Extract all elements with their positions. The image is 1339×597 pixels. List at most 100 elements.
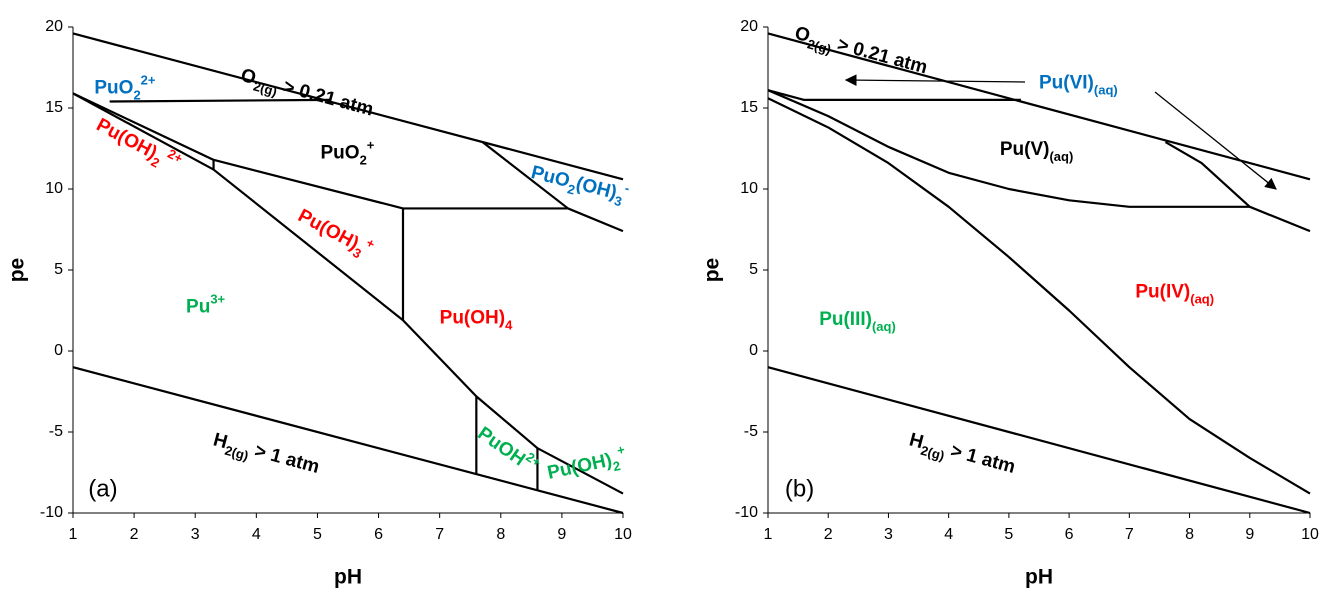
- region-label: O2(g) > 0.21 atm: [791, 23, 929, 82]
- label-part: +: [364, 235, 378, 252]
- x-tick-label: 2: [130, 526, 139, 543]
- region-label: PuOH2+: [474, 419, 545, 479]
- label-part: > 0.21 atm: [830, 33, 930, 79]
- y-tick-label: -5: [49, 423, 63, 440]
- label-part: 2: [360, 152, 367, 167]
- region-label: PuO22+: [94, 72, 156, 102]
- x-tick-label: 9: [1245, 526, 1254, 543]
- label-part: (aq): [872, 319, 896, 334]
- x-tick-label: 8: [1185, 526, 1194, 543]
- label-part: Pu: [186, 296, 210, 317]
- boundary-line: [72, 366, 624, 515]
- label-part: (OH): [574, 173, 619, 203]
- label-part: Pu(OH): [294, 205, 362, 254]
- y-tick-label: -10: [40, 504, 63, 521]
- y-tick-label: 10: [740, 180, 758, 197]
- arrow: [1154, 91, 1277, 190]
- x-tick-label: 1: [764, 526, 773, 543]
- label-part: (aq): [1094, 83, 1118, 98]
- x-tick-label: 8: [496, 526, 505, 543]
- label-part: > 1 atm: [943, 439, 1017, 478]
- y-tick-label: 0: [54, 342, 63, 359]
- label-part: H: [907, 429, 926, 453]
- region-label: Pu(III)(aq): [819, 309, 896, 334]
- label-part: 2: [133, 87, 140, 102]
- label-part: Pu(IV): [1135, 282, 1190, 303]
- label-part: 2+: [162, 144, 186, 166]
- label-part: 3+: [210, 291, 225, 306]
- region-label: Pu(OH)4: [440, 308, 513, 333]
- label-part: 2(g): [223, 443, 250, 464]
- y-tick-label: 10: [45, 180, 63, 197]
- label-part: 2(g): [252, 78, 279, 99]
- y-tick-label: 5: [749, 261, 758, 278]
- region-label: (b): [785, 476, 814, 503]
- x-tick-label: 3: [884, 526, 893, 543]
- x-tick-label: 4: [252, 526, 261, 543]
- region-label: Pu(OH)2 2+: [91, 110, 186, 179]
- label-part: 2: [612, 458, 622, 474]
- x-tick-label: 4: [944, 526, 953, 543]
- label-part: (aq): [1049, 149, 1073, 164]
- label-part: (b): [785, 476, 814, 503]
- x-tick-label: 9: [557, 526, 566, 543]
- boundary-line: [767, 97, 1311, 495]
- label-part: Pu(OH): [440, 308, 505, 329]
- boundary-line: [72, 32, 624, 181]
- label-part: (a): [88, 476, 117, 503]
- label-part: Pu(OH): [546, 450, 614, 484]
- label-part: PuO: [94, 78, 133, 99]
- x-tick-label: 10: [614, 526, 632, 543]
- x-tick-label: 5: [1004, 526, 1013, 543]
- label-part: 2(g): [919, 443, 946, 464]
- region-label: Pu(IV)(aq): [1135, 282, 1214, 307]
- boundary-line: [767, 32, 1311, 181]
- x-axis-label: pH: [334, 566, 362, 589]
- label-part: 4: [505, 318, 513, 333]
- label-part: (aq): [1190, 292, 1214, 307]
- y-tick-label: 20: [45, 18, 63, 35]
- label-part: H: [211, 429, 230, 453]
- boundary-line: [767, 89, 1250, 208]
- y-tick-label: 15: [45, 99, 63, 116]
- boundary-line: [767, 366, 1311, 515]
- region-label: H2(g) > 1 atm: [210, 429, 322, 481]
- y-tick-label: 20: [740, 18, 758, 35]
- x-tick-label: 2: [824, 526, 833, 543]
- label-part: +: [616, 442, 627, 458]
- y-tick-label: 0: [749, 342, 758, 359]
- y-axis-label: pe: [701, 258, 724, 283]
- label-part: O: [238, 65, 258, 89]
- label-part: > 0.21 atm: [276, 75, 376, 121]
- region-label: (a): [88, 476, 117, 503]
- label-part: > 1 atm: [247, 439, 321, 478]
- region-label: Pu(OH)2+: [544, 442, 629, 488]
- y-tick-label: 15: [740, 99, 758, 116]
- boundary-line: [1164, 141, 1311, 233]
- region-label: Pu3+: [186, 291, 226, 317]
- y-tick-label: -10: [735, 504, 758, 521]
- boundary-line: [767, 89, 1021, 101]
- label-part: PuOH: [474, 423, 529, 470]
- x-tick-label: 3: [191, 526, 200, 543]
- region-label: PuO2(OH)3-: [528, 157, 631, 210]
- label-part: Pu(V): [1000, 139, 1050, 160]
- label-part: +: [367, 137, 375, 152]
- label-part: O: [793, 23, 813, 47]
- y-tick-label: 5: [54, 261, 63, 278]
- y-tick-label: -5: [744, 423, 758, 440]
- y-axis-label: pe: [6, 258, 29, 283]
- label-part: -: [623, 180, 631, 196]
- label-part: Pu(III): [819, 309, 872, 330]
- label-part: 3: [613, 193, 624, 209]
- x-tick-label: 5: [313, 526, 322, 543]
- label-part: PuO: [529, 162, 572, 192]
- x-axis-label: pH: [1025, 566, 1053, 589]
- region-label: Pu(VI)(aq): [1039, 73, 1118, 98]
- boundary-line: [72, 92, 624, 495]
- region-label: Pu(V)(aq): [1000, 139, 1073, 164]
- label-part: PuO: [321, 142, 360, 163]
